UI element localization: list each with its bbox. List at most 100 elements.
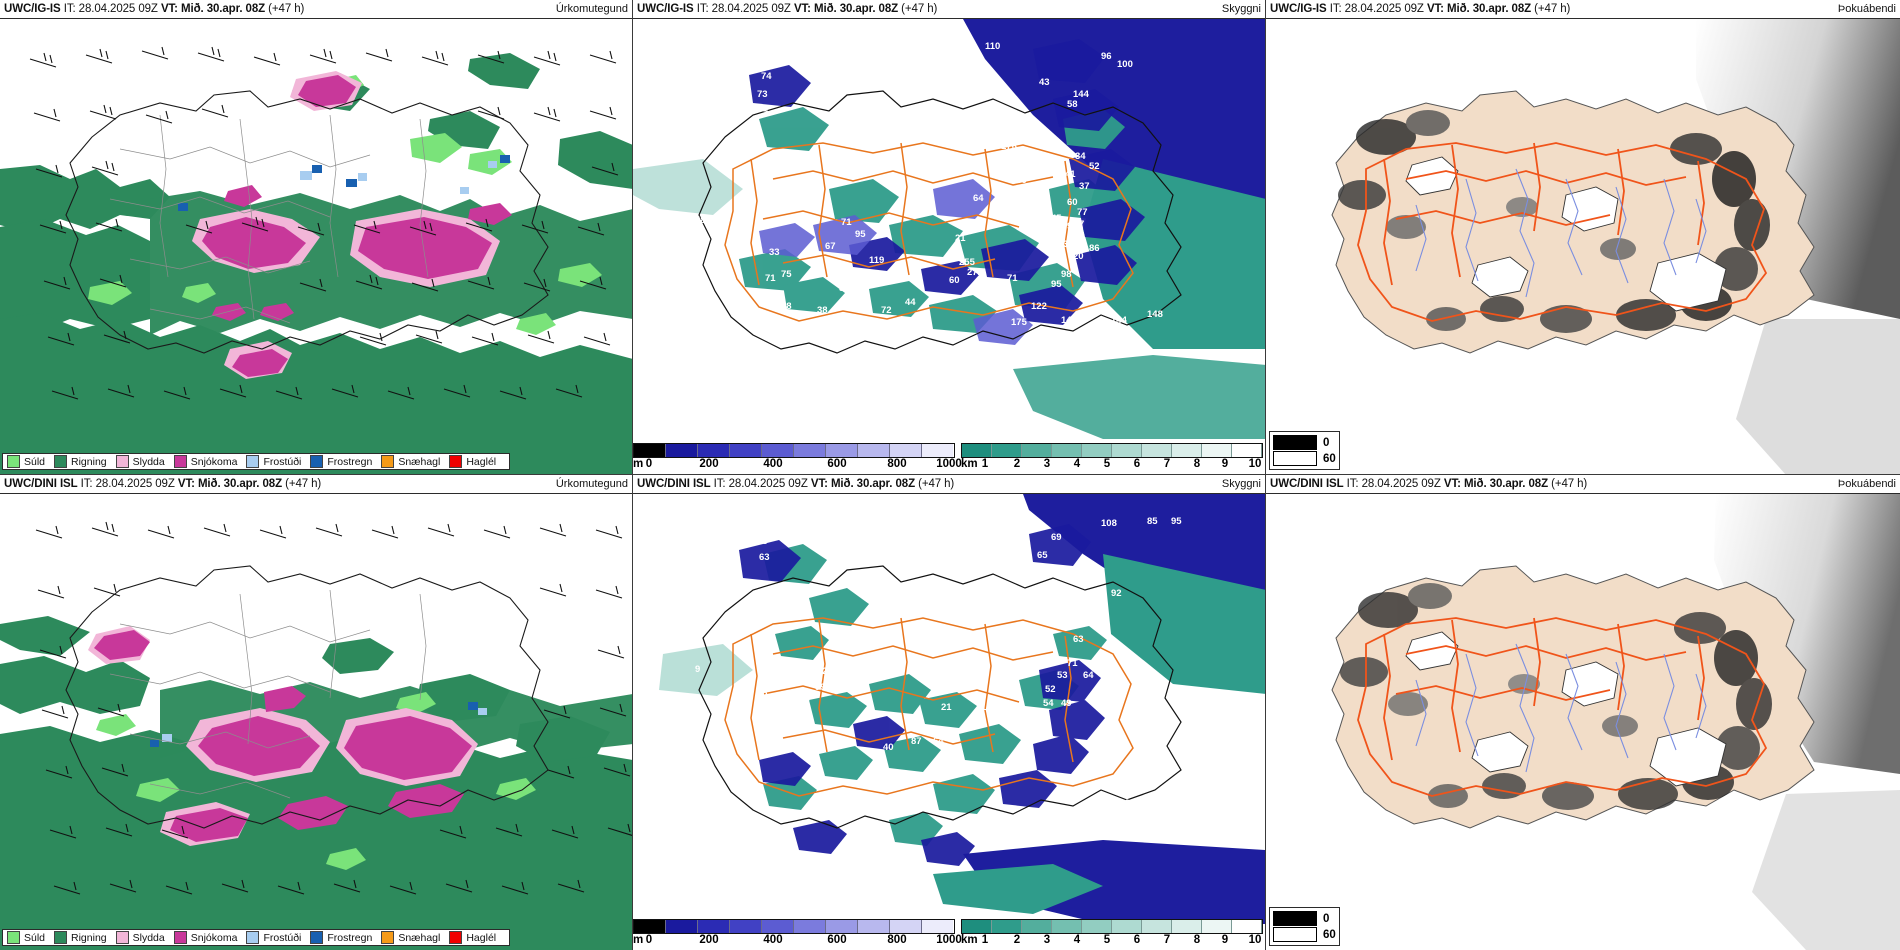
cbar-cell [794,920,826,933]
panel-precip-type-uwc-dini-isl: UWC/DINI ISL IT: 28.04.2025 09Z VT: Mið.… [0,475,633,950]
svg-text:83: 83 [1087,798,1098,809]
legend-item-snaehagl: Snæhagl [381,931,440,944]
cloudbase-tick: 0 [645,934,653,946]
cbar-cell [1142,444,1172,457]
svg-text:30: 30 [839,283,850,294]
svg-text:34: 34 [799,694,810,705]
map-canvas-precip-1[interactable]: Súld Rigning Slydda Snjókoma Frostúði [0,494,632,950]
panel-field-title: Úrkomutegund [555,478,628,490]
svg-text:43: 43 [1039,77,1050,88]
svg-text:95: 95 [813,333,824,344]
cloudbase-tick: 0 [645,458,653,470]
cloudbase-unit: m [633,458,644,470]
header-left: UWC/DINI ISL IT: 28.04.2025 09Z VT: Mið.… [4,478,321,490]
cbar-cell [922,444,953,457]
svg-text:90: 90 [989,590,1000,601]
cloudbase-colorbar[interactable]: m 0 200 400 600 800 1000 [633,443,962,472]
svg-text:144: 144 [1061,315,1078,326]
svg-text:243: 243 [849,666,865,677]
it-value: 28.04.2025 09Z [95,478,175,490]
svg-text:77: 77 [1077,207,1088,218]
svg-text:73: 73 [757,89,768,100]
svg-text:74: 74 [761,71,772,82]
visibility-ticks: km 1 2 3 4 5 6 7 8 9 10 [961,458,1261,472]
vis-tick: 9 [1221,458,1229,470]
visibility-unit: km [961,934,978,946]
cbar-cell [1052,920,1082,933]
svg-text:45: 45 [1051,213,1062,224]
cbar-cell [922,920,953,933]
map-canvas-precip-0[interactable]: Súld Rigning Slydda Snjókoma Frostúði [0,19,632,474]
model-label: UWC/DINI ISL [4,478,78,490]
visibility-colorbar-strip [961,919,1263,934]
cbar-cell [962,920,992,933]
cbar-cell [858,920,890,933]
svg-text:144: 144 [1111,315,1128,326]
vis-tick: 4 [1073,934,1081,946]
visibility-colorbars: m 0 200 400 600 800 1000 [633,443,1263,472]
visibility-map-svg: 110 96 100 74 73 7 43 58 144 188 176 51 … [633,19,1265,474]
precip-map-svg [0,19,632,474]
svg-text:87: 87 [911,736,922,747]
vis-tick: 9 [1221,934,1229,946]
map-canvas-fog-0[interactable]: 0 60 [1266,19,1900,474]
visibility-colorbar[interactable]: km 1 2 3 4 5 6 7 8 9 10 [961,919,1263,948]
panel-field-title: Úrkomutegund [555,3,628,15]
map-canvas-visibility-1[interactable]: 108 85 95 63 63 69 65 90 90 92 90 59 20 … [633,494,1265,950]
cbar-cell [1202,444,1232,457]
legend-swatch-haglel [449,931,463,944]
svg-text:159: 159 [981,702,997,713]
header-left: UWC/IG-IS IT: 28.04.2025 09Z VT: Mið. 30… [637,3,937,15]
svg-text:71: 71 [1007,273,1018,284]
map-canvas-fog-1[interactable]: 0 60 [1266,494,1900,950]
svg-text:64: 64 [933,736,944,747]
cbar-cell [762,444,794,457]
svg-text:43: 43 [1053,600,1064,611]
panel-header: UWC/DINI ISL IT: 28.04.2025 09Z VT: Mið.… [0,475,632,494]
panel-header: UWC/IG-IS IT: 28.04.2025 09Z VT: Mið. 30… [1266,0,1900,19]
it-label: IT: [696,3,709,15]
panel-fog-uwc-dini-isl: UWC/DINI ISL IT: 28.04.2025 09Z VT: Mið.… [1266,475,1900,950]
legend-swatch-haglel [449,455,463,468]
svg-text:66: 66 [879,662,890,673]
svg-text:52: 52 [1089,161,1100,172]
svg-text:272: 272 [967,267,983,278]
fog-swatch-low [1273,911,1317,926]
legend-label-haglel: Haglél [466,455,497,468]
visibility-map-svg-2: 108 85 95 63 63 69 65 90 90 92 90 59 20 … [633,494,1265,950]
vis-tick: 8 [1193,934,1201,946]
legend-label-slydda: Slydda [132,455,165,468]
model-label: UWC/IG-IS [4,3,61,15]
panel-fog-uwc-ig-is: UWC/IG-IS IT: 28.04.2025 09Z VT: Mið. 30… [1266,0,1900,475]
svg-text:72: 72 [779,722,790,733]
cbar-cell [890,444,922,457]
svg-text:41: 41 [1065,169,1076,180]
svg-text:247: 247 [845,678,861,689]
panel-precip-type-uwc-ig-is: UWC/IG-IS IT: 28.04.2025 09Z VT: Mið. 30… [0,0,633,475]
svg-text:85: 85 [1147,516,1158,527]
cloudbase-tick: 400 [763,934,783,946]
svg-text:122: 122 [1031,301,1047,312]
vt-label: VT: [1426,3,1444,15]
cloudbase-tick: 200 [699,458,719,470]
svg-text:34: 34 [1075,151,1086,162]
cloudbase-tick: 1000 [936,934,962,946]
svg-text:75: 75 [781,269,792,280]
svg-text:96: 96 [1101,51,1112,62]
legend-label-snaehagl: Snæhagl [398,931,441,944]
svg-text:53: 53 [1023,638,1034,649]
cbar-cell [1202,920,1232,933]
cloudbase-tick: 400 [763,458,783,470]
visibility-colorbar[interactable]: km 1 2 3 4 5 6 7 8 9 10 [961,443,1263,472]
legend-swatch-snjokoma [173,455,187,468]
cbar-cell [1022,920,1052,933]
vis-tick: 3 [1043,934,1051,946]
svg-text:157: 157 [1003,161,1019,172]
cloudbase-colorbar[interactable]: m 0 200 400 600 800 1000 [633,919,962,948]
cbar-cell [992,920,1022,933]
it-label: IT: [1329,3,1342,15]
svg-text:49: 49 [757,690,768,701]
map-canvas-visibility-0[interactable]: 110 96 100 74 73 7 43 58 144 188 176 51 … [633,19,1265,474]
panel-header: UWC/DINI ISL IT: 28.04.2025 09Z VT: Mið.… [1266,475,1900,494]
it-value: 28.04.2025 09Z [1361,478,1441,490]
